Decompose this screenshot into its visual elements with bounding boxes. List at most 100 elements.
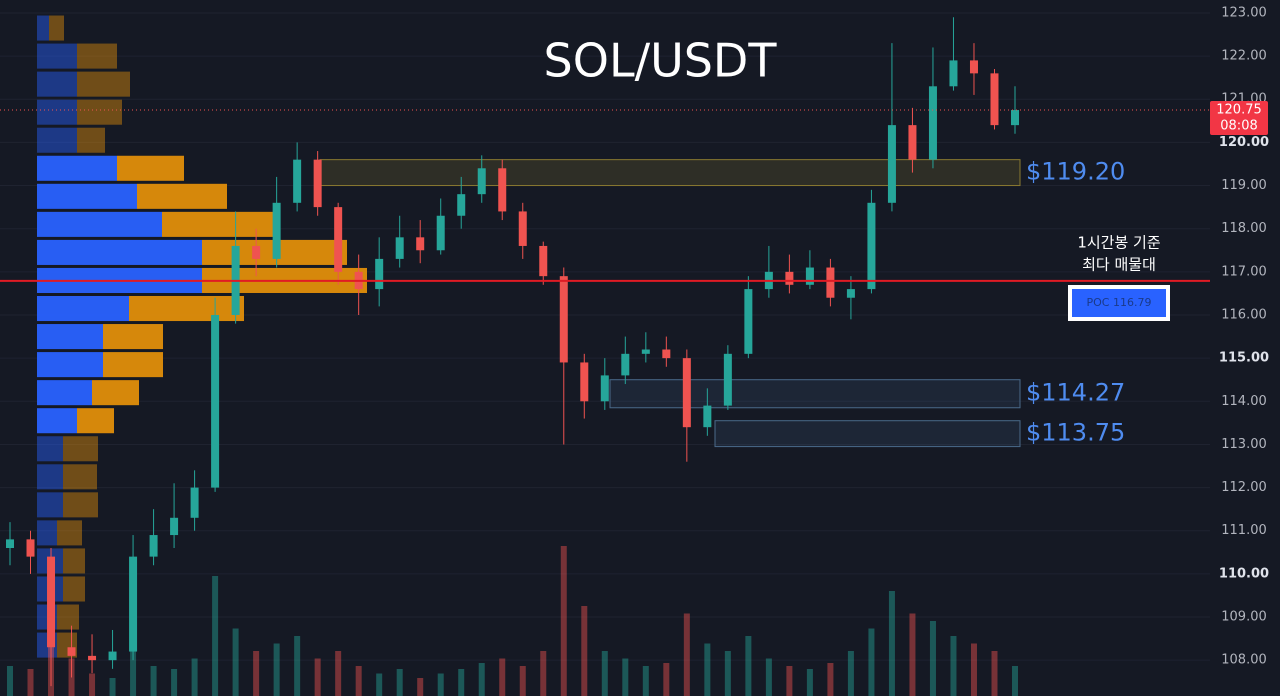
candle-body bbox=[990, 73, 999, 126]
candle-body bbox=[641, 349, 650, 354]
candle-body bbox=[682, 358, 691, 428]
annotation: 최다 매물대 bbox=[1082, 256, 1156, 274]
candle-body bbox=[272, 202, 281, 259]
countdown: 08:08 bbox=[1220, 119, 1257, 134]
profile-sell bbox=[63, 464, 97, 490]
zone bbox=[609, 379, 1021, 409]
profile-sell bbox=[57, 520, 82, 546]
zone bbox=[319, 159, 1021, 187]
profile-buy bbox=[37, 352, 103, 378]
y-tick-label: 123.00 bbox=[1221, 5, 1267, 20]
y-tick-label: 119.00 bbox=[1221, 178, 1267, 193]
profile-buy bbox=[37, 71, 77, 97]
volume-bar bbox=[765, 658, 772, 696]
volume-bar bbox=[827, 663, 834, 696]
y-tick-label: 109.00 bbox=[1221, 610, 1267, 625]
candle-body bbox=[723, 353, 732, 406]
candle-body bbox=[887, 125, 896, 203]
volume-bar bbox=[150, 666, 157, 696]
profile-buy bbox=[37, 127, 77, 153]
candle-body bbox=[149, 535, 158, 557]
y-tick-label: 113.00 bbox=[1221, 437, 1267, 452]
y-tick-label: 118.00 bbox=[1221, 221, 1267, 236]
candle-body bbox=[600, 375, 609, 402]
volume-bar bbox=[909, 613, 916, 696]
volume-bar bbox=[335, 651, 342, 696]
candle-body bbox=[805, 267, 814, 285]
zone-label: $119.20 bbox=[1026, 158, 1125, 186]
candle-body bbox=[662, 349, 671, 359]
candle-body bbox=[969, 60, 978, 74]
volume-bar bbox=[212, 576, 219, 696]
candle-body bbox=[621, 353, 630, 376]
profile-buy bbox=[37, 464, 63, 490]
profile-sell bbox=[162, 211, 280, 237]
volume-bar bbox=[581, 606, 588, 696]
profile-buy bbox=[37, 211, 162, 237]
profile-sell bbox=[77, 71, 130, 97]
profile-sell bbox=[103, 352, 163, 378]
volume-bar bbox=[888, 591, 895, 696]
volume-bar bbox=[519, 666, 526, 696]
volume-bar bbox=[704, 643, 711, 696]
zone-label: $114.27 bbox=[1026, 379, 1125, 407]
volume-bar bbox=[970, 643, 977, 696]
volume-bar bbox=[724, 651, 731, 696]
candle-body bbox=[518, 211, 527, 246]
profile-buy bbox=[37, 99, 77, 125]
profile-sell bbox=[63, 492, 98, 518]
candle-body bbox=[846, 289, 855, 298]
profile-sell bbox=[137, 183, 227, 209]
candle-body bbox=[88, 655, 97, 661]
volume-bar bbox=[294, 636, 301, 696]
candle-body bbox=[313, 159, 322, 208]
candle-body bbox=[580, 362, 589, 402]
candle-body bbox=[744, 289, 753, 354]
candle-body bbox=[416, 237, 425, 251]
candle-body bbox=[375, 258, 384, 290]
last-price-box bbox=[1210, 101, 1268, 136]
annotation: 1시간봉 기준 bbox=[1077, 234, 1161, 252]
y-tick-label: 122.00 bbox=[1221, 49, 1267, 64]
volume-bar bbox=[273, 643, 280, 696]
volume-bar bbox=[109, 678, 116, 696]
volume-bar bbox=[950, 636, 957, 696]
volume-bar bbox=[171, 669, 178, 696]
volume-bar bbox=[253, 651, 260, 696]
y-tick-label: 117.00 bbox=[1221, 264, 1267, 279]
candle-body bbox=[539, 245, 548, 277]
profile-buy bbox=[37, 324, 103, 350]
profile-buy bbox=[37, 408, 77, 434]
candle-body bbox=[477, 168, 486, 195]
profile-sell bbox=[77, 43, 117, 69]
candle-body bbox=[559, 276, 568, 363]
profile-sell bbox=[117, 155, 184, 181]
profile-sell bbox=[63, 436, 98, 462]
candle-body bbox=[908, 125, 917, 160]
profile-buy bbox=[37, 43, 77, 69]
candle-body bbox=[498, 168, 507, 212]
volume-bar bbox=[27, 669, 34, 696]
volume-bar bbox=[499, 658, 506, 696]
candle-body bbox=[703, 405, 712, 428]
profile-sell bbox=[92, 380, 139, 406]
volume-bar bbox=[437, 673, 444, 696]
volume-bar bbox=[417, 678, 424, 696]
candle-body bbox=[436, 215, 445, 251]
candle-body bbox=[334, 207, 343, 272]
y-tick-label: 112.00 bbox=[1221, 480, 1267, 495]
profile-sell bbox=[77, 127, 105, 153]
y-tick-label: 108.00 bbox=[1221, 653, 1267, 668]
volume-bar bbox=[991, 651, 998, 696]
candle-body bbox=[26, 539, 35, 557]
candle-body bbox=[211, 314, 220, 488]
candle-body bbox=[190, 487, 199, 518]
volume-bar bbox=[130, 651, 137, 696]
candle-body bbox=[867, 202, 876, 290]
volume-bar bbox=[458, 669, 465, 696]
volume-bar bbox=[355, 666, 362, 696]
poc-box bbox=[1068, 285, 1170, 321]
chart-title: SOL/USDT bbox=[544, 34, 778, 88]
candle-body bbox=[6, 539, 14, 548]
y-tick-label: 110.00 bbox=[1219, 566, 1269, 581]
